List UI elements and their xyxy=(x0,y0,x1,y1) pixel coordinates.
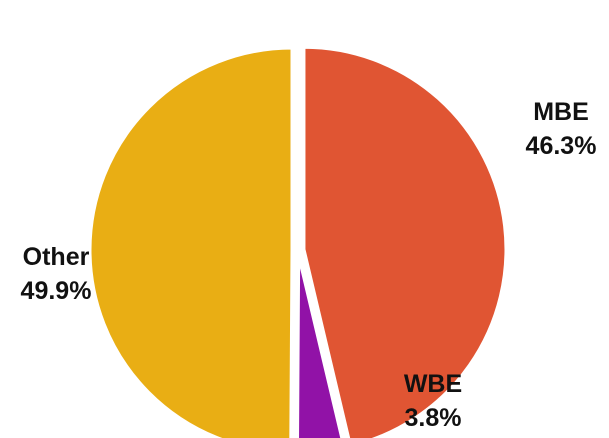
pie-labels: MBE 46.3% WBE 3.8% Other 49.9% xyxy=(21,98,597,432)
slice-percent-mbe: 46.3% xyxy=(526,132,597,160)
slice-percent-other: 49.9% xyxy=(21,277,92,305)
pie-slice-mbe xyxy=(302,45,508,438)
slice-name-mbe: MBE xyxy=(533,98,589,126)
slice-name-other: Other xyxy=(23,243,90,271)
slice-percent-wbe: 3.8% xyxy=(405,404,462,432)
pie-slice-other xyxy=(88,46,294,438)
pie-slices xyxy=(88,45,508,438)
slice-label-other: Other 49.9% xyxy=(21,243,92,305)
pie-slice-wbe xyxy=(296,255,344,438)
slice-name-wbe: WBE xyxy=(404,370,462,398)
slice-label-mbe: MBE 46.3% xyxy=(526,98,597,160)
slice-label-wbe: WBE 3.8% xyxy=(404,370,462,432)
